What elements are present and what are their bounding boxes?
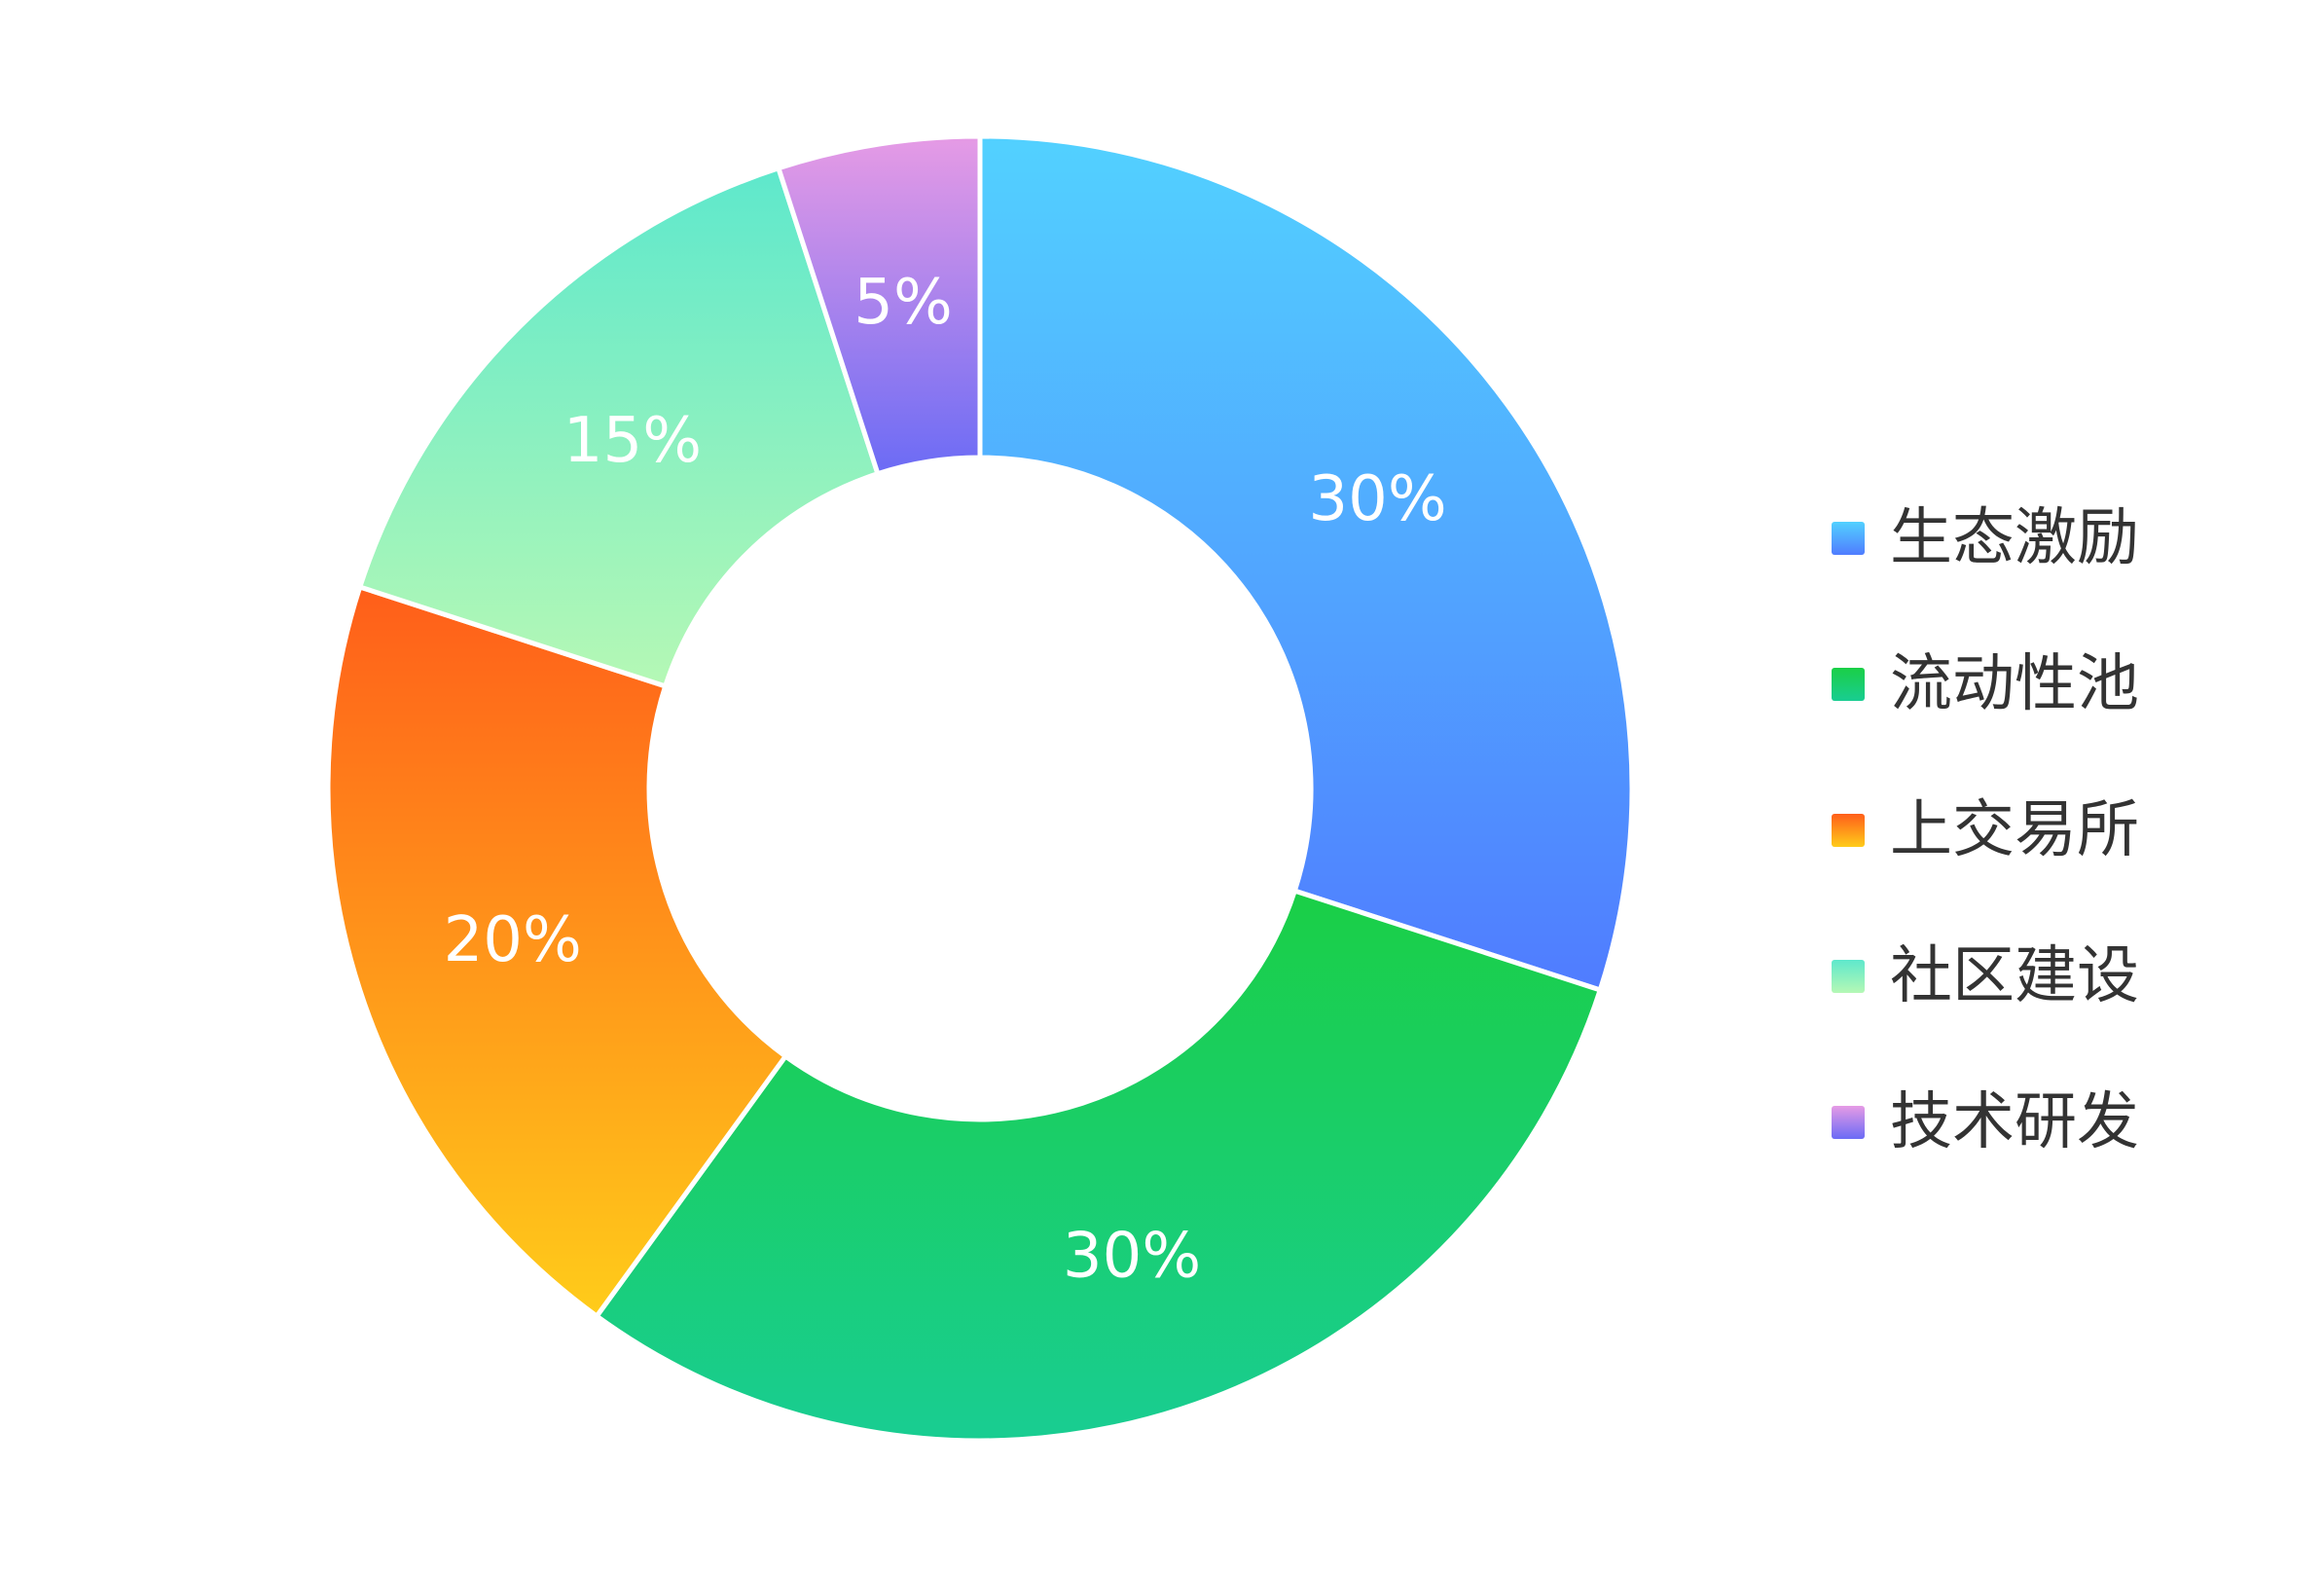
slice-label-5: 5% [853,267,953,339]
donut-slices [325,133,1635,1444]
legend-swatch [1832,814,1865,847]
legend-label: 上交易所 [1890,794,2139,866]
legend-item-3[interactable]: 上交易所 [1832,794,2139,866]
slice-4 [357,165,881,689]
legend-label: 生态激励 [1890,502,2139,574]
slice-label-4: 15% [563,405,702,477]
legend-item-5[interactable]: 技术研发 [1832,1086,2139,1158]
slice-3 [325,584,788,1319]
legend-swatch [1832,522,1865,555]
legend-swatch [1832,1106,1865,1139]
legend-label: 技术研发 [1890,1086,2139,1158]
slice-1 [977,133,1635,993]
legend-label: 流动性池 [1890,648,2139,720]
slice-label-1: 30% [1308,463,1446,535]
legend-item-4[interactable]: 社区建设 [1832,940,2139,1012]
slice-label-3: 20% [444,904,582,976]
slice-2 [594,888,1603,1444]
slice-labels: 30% 30% 20% 15% 5% [444,267,1447,1292]
legend-swatch [1832,960,1865,993]
legend-item-1[interactable]: 生态激励 [1832,502,2139,574]
legend-item-2[interactable]: 流动性池 [1832,648,2139,720]
slice-label-2: 30% [1063,1220,1201,1292]
slice-5 [776,133,983,477]
legend-swatch [1832,668,1865,701]
legend-label: 社区建设 [1890,940,2139,1012]
